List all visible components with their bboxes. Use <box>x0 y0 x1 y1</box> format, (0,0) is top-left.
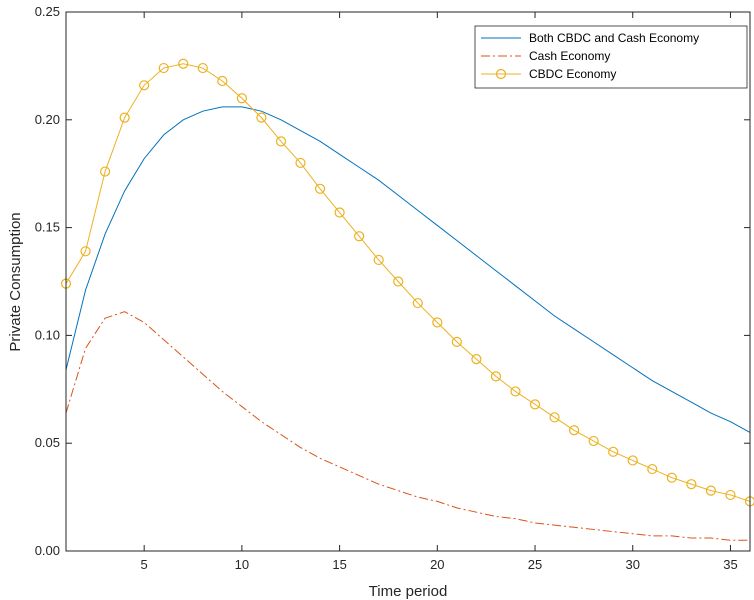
series-3-marker <box>275 136 287 147</box>
series-3-marker <box>373 254 384 266</box>
x-tick-label: 30 <box>626 557 640 572</box>
series-3-marker <box>588 435 599 447</box>
legend-marker-3 <box>495 68 507 80</box>
plot-area <box>60 11 754 552</box>
x-tick-label: 20 <box>430 557 444 572</box>
y-axis: 0.00 0.05 0.10 0.15 0.20 0.25 <box>35 4 750 558</box>
series-3-marker <box>549 412 560 423</box>
y-tick-label: 0.05 <box>35 435 60 450</box>
series-3-marker <box>725 489 736 501</box>
series-3-marker <box>627 455 638 466</box>
series-3-marker <box>451 336 462 347</box>
series-3-marker <box>432 317 443 328</box>
y-tick-label: 0.20 <box>35 112 60 127</box>
series-3-marker <box>393 276 404 287</box>
series-3-marker <box>197 62 208 74</box>
series-3-marker <box>256 112 267 123</box>
legend-label-1: Both CBDC and Cash Economy <box>529 31 699 45</box>
series-line-2 <box>65 311 750 541</box>
y-tick-label: 0.10 <box>35 327 60 342</box>
x-tick-label: 15 <box>332 557 346 572</box>
series-line-3 <box>65 63 751 502</box>
legend-label-2: Cash Economy <box>529 49 610 63</box>
series-3-marker <box>119 112 130 123</box>
x-tick-label: 10 <box>235 557 249 572</box>
legend-box <box>474 25 748 89</box>
series-line-1 <box>65 106 751 433</box>
series-3-marker <box>510 386 521 397</box>
series-3-marker <box>314 183 326 194</box>
x-tick-label: 35 <box>723 557 737 572</box>
series-3-marker <box>529 399 541 410</box>
series-layer <box>60 58 754 541</box>
series-3-marker <box>334 207 345 218</box>
x-axis-label: Time period <box>369 583 448 600</box>
series-3-marker <box>99 166 111 177</box>
y-tick-label: 0.15 <box>35 220 60 235</box>
x-tick-label: 5 <box>141 557 148 572</box>
series-3-marker <box>569 425 580 436</box>
series-3-marker <box>647 463 658 475</box>
series-3-marker <box>354 231 365 242</box>
x-tick-label: 25 <box>528 557 542 572</box>
y-axis-label: Private Consumption <box>7 212 24 351</box>
series-3-marker <box>217 75 228 87</box>
series-3-marker <box>490 371 502 382</box>
series-3-marker <box>139 80 150 91</box>
series-3-marker <box>608 446 619 457</box>
series-3-marker <box>178 58 189 69</box>
y-tick-label: 0.25 <box>35 4 60 19</box>
series-3-marker <box>471 354 482 365</box>
y-tick-label: 0.00 <box>35 543 60 558</box>
series-3-marker <box>236 93 247 104</box>
plot-background <box>66 12 750 551</box>
series-3-marker <box>686 479 697 490</box>
series-3-marker <box>412 297 423 309</box>
x-axis: 5 10 15 20 25 30 35 <box>141 12 738 572</box>
legend-label-3: CBDC Economy <box>529 67 616 81</box>
series-3-marker <box>666 472 677 483</box>
series-3-marker <box>80 246 91 257</box>
series-3-marker <box>705 485 717 496</box>
series-3-marker <box>158 62 169 74</box>
series-3-marker <box>295 157 306 169</box>
axes-box <box>65 11 751 552</box>
legend: Both CBDC and Cash Economy Cash Economy CB… <box>474 25 748 89</box>
